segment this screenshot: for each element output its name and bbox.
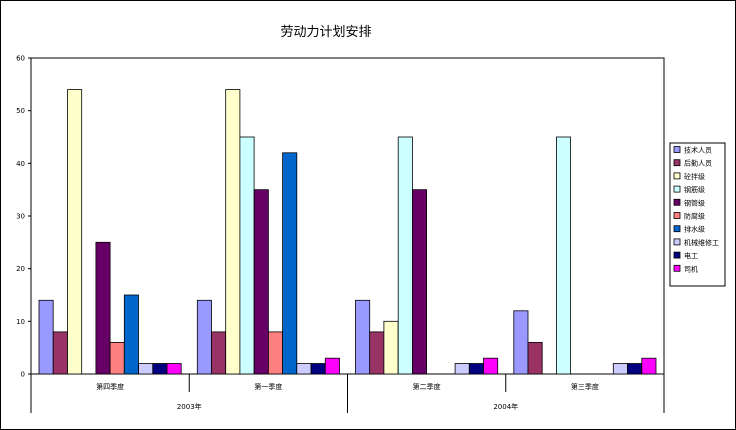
legend-swatch <box>673 185 681 193</box>
bar-3-3 <box>556 136 572 375</box>
y-tick-label: 30 <box>16 213 25 221</box>
category-label: 第二季度 <box>413 382 441 391</box>
bar-9-2 <box>483 357 499 375</box>
legend-swatch <box>673 264 681 272</box>
bar-0-3 <box>513 310 529 375</box>
legend-swatch <box>673 212 681 219</box>
chart-title: 劳动力计划安排 <box>280 24 371 40</box>
bar-6-1 <box>282 152 298 375</box>
bar-9-3 <box>641 357 657 375</box>
bar-0-1 <box>196 299 212 375</box>
y-tick-label: 40 <box>16 160 25 168</box>
bar-1-2 <box>369 331 385 375</box>
group-label: 2003年 <box>177 402 202 411</box>
bar-9-1 <box>324 357 340 375</box>
bar-5-0 <box>109 341 125 375</box>
legend-swatch <box>673 251 681 259</box>
bar-5-1 <box>267 331 283 375</box>
legend-label: 砼拌级 <box>684 172 705 181</box>
bar-8-1 <box>310 363 326 375</box>
bar-9-0 <box>166 363 182 375</box>
legend-swatch <box>673 159 681 167</box>
bar-0-2 <box>355 299 371 375</box>
legend-label: 技术人员 <box>684 146 712 155</box>
y-tick-label: 0 <box>21 371 25 379</box>
bar-2-2 <box>383 320 399 375</box>
bar-8-2 <box>468 363 484 375</box>
legend-label: 钢筋级 <box>684 185 705 194</box>
legend-swatch <box>673 172 681 180</box>
legend-swatch <box>673 198 681 206</box>
bars-layer <box>38 89 657 375</box>
bar-0-0 <box>38 299 54 375</box>
category-label: 第三季度 <box>571 382 599 391</box>
legend-label: 排水级 <box>684 225 705 234</box>
bar-7-2 <box>454 363 470 375</box>
y-tick-label: 10 <box>16 318 25 326</box>
bar-1-3 <box>527 341 543 375</box>
legend-swatch <box>673 225 681 233</box>
axes-layer: 0 10 20 30 40 50 60 第四季度 第一季度 第二季度 第三季度 2003年 2004年 <box>16 55 665 413</box>
bar-7-0 <box>138 363 154 375</box>
bar-1-1 <box>211 331 227 375</box>
legend-label: 防腐级 <box>684 212 705 221</box>
bar-3-1 <box>239 136 255 375</box>
legend-label: 后勤人员 <box>684 159 712 168</box>
legend-label: 钢管级 <box>684 198 705 207</box>
bar-8-3 <box>627 363 643 375</box>
bar-4-0 <box>95 241 111 375</box>
bar-6-0 <box>123 294 139 375</box>
category-label: 第四季度 <box>96 382 124 391</box>
legend-swatch <box>673 146 681 153</box>
legend-swatch <box>673 238 681 246</box>
y-tick-label: 50 <box>16 107 25 115</box>
bar-4-1 <box>253 189 269 375</box>
bar-8-0 <box>152 363 168 375</box>
bar-7-1 <box>296 363 312 375</box>
y-tick-label: 20 <box>16 265 25 273</box>
y-tick-label: 60 <box>16 55 25 63</box>
legend-label: 机械维修工 <box>684 238 719 247</box>
bar-7-3 <box>612 363 628 375</box>
bar-3-2 <box>397 136 413 375</box>
bar-1-0 <box>52 331 68 375</box>
bar-2-0 <box>67 89 83 375</box>
group-label: 2004年 <box>493 402 518 411</box>
bar-4-2 <box>411 189 427 375</box>
category-label: 第一季度 <box>254 382 282 391</box>
legend-label: 司机 <box>684 264 698 273</box>
bar-2-1 <box>225 89 241 375</box>
legend-label: 电工 <box>684 251 698 260</box>
